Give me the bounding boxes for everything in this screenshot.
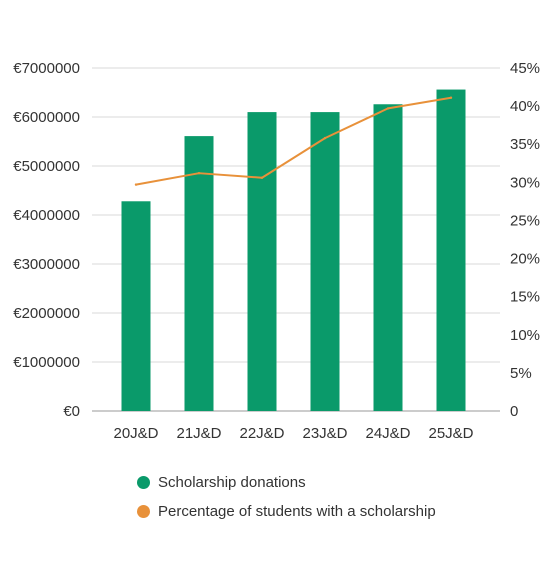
percentage-line xyxy=(135,96,452,186)
legend-marker-donations xyxy=(137,476,150,489)
legend-item-donations: Scholarship donations xyxy=(137,474,306,491)
y-right-tick-label: 15% xyxy=(510,289,540,306)
y-left-tick-label: €0 xyxy=(63,403,80,420)
bar xyxy=(373,104,403,411)
y-left-tick-label: €3000000 xyxy=(13,256,80,273)
line-point xyxy=(323,136,327,140)
y-right-tick-label: 45% xyxy=(510,60,540,77)
bar xyxy=(184,136,214,412)
y-left-tick-label: €1000000 xyxy=(13,354,80,371)
x-tick-label: 22J&D xyxy=(239,425,284,442)
bar xyxy=(247,112,277,411)
y-right-tick-label: 30% xyxy=(510,174,540,191)
y-right-tick-label: 40% xyxy=(510,98,540,115)
legend-item-percentage: Percentage of students with a scholarshi… xyxy=(137,503,436,520)
y-right-tick-label: 25% xyxy=(510,212,540,229)
y-left-tick-label: €7000000 xyxy=(13,60,80,77)
y-left-tick-label: €4000000 xyxy=(13,207,80,224)
x-tick-label: 25J&D xyxy=(428,425,473,442)
bar xyxy=(121,201,151,411)
y-left-tick-label: €5000000 xyxy=(13,158,80,175)
y-left-tick-label: €6000000 xyxy=(13,109,80,126)
line-point xyxy=(260,176,264,179)
bar xyxy=(436,89,466,411)
legend-marker-percentage xyxy=(137,505,150,518)
x-tick-label: 21J&D xyxy=(176,425,221,442)
y-right-tick-label: 5% xyxy=(510,365,532,382)
line-point xyxy=(386,107,390,110)
y-right-tick-label: 35% xyxy=(510,136,540,153)
line-point xyxy=(449,96,453,99)
y-right-tick-label: 20% xyxy=(510,251,540,268)
x-tick-label: 24J&D xyxy=(365,425,410,442)
legend-label-percentage: Percentage of students with a scholarshi… xyxy=(158,503,436,520)
x-tick-label: 23J&D xyxy=(302,425,347,442)
y-left-tick-label: €2000000 xyxy=(13,305,80,322)
line-point xyxy=(134,183,138,186)
legend-label-donations: Scholarship donations xyxy=(158,474,306,491)
bar xyxy=(310,112,340,411)
line-point xyxy=(197,171,201,175)
y-right-tick-label: 10% xyxy=(510,327,540,344)
y-right-tick-label: 0 xyxy=(510,403,518,420)
x-tick-label: 20J&D xyxy=(113,425,158,442)
